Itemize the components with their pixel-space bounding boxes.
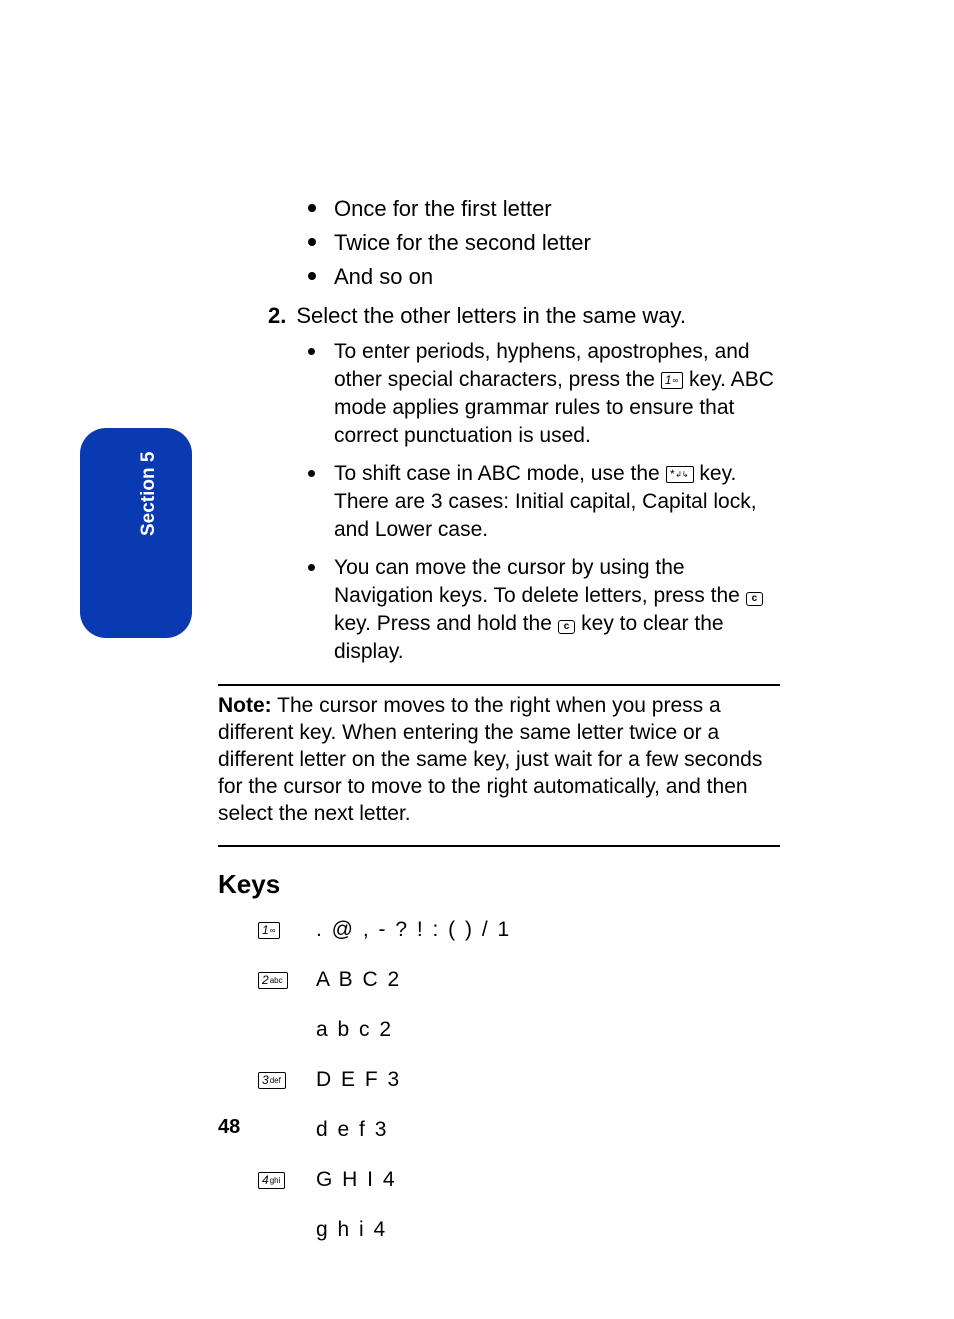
- bullet-text: Twice for the second letter: [334, 230, 591, 255]
- key-chars: g h i 4: [316, 1218, 387, 1242]
- note-block: Note: The cursor moves to the right when…: [218, 692, 780, 827]
- key-2-icon: 2abc: [258, 972, 288, 989]
- key-chars: . @ , - ? ! : ( ) / 1: [316, 918, 511, 942]
- numbered-step: 2. Select the other letters in the same w…: [268, 302, 780, 330]
- list-item: Once for the first letter: [302, 194, 780, 224]
- key-chars: a b c 2: [316, 1018, 393, 1042]
- list-item: Twice for the second letter: [302, 228, 780, 258]
- note-label: Note:: [218, 694, 272, 717]
- key-3-icon: 3def: [258, 1072, 286, 1089]
- key-c-icon: c: [746, 592, 764, 606]
- list-item: To shift case in ABC mode, use the *↲↳ k…: [302, 460, 780, 544]
- step-number: 2.: [268, 303, 286, 328]
- bullet-text: And so on: [334, 264, 433, 289]
- step-text: Select the other letters in the same way…: [296, 303, 686, 328]
- key-row: 2abc A B C 2: [258, 968, 780, 992]
- key-1-icon: 1∞: [661, 372, 683, 389]
- keys-heading: Keys: [218, 869, 780, 900]
- key-chars: G H I 4: [316, 1168, 397, 1192]
- key-star-icon: *↲↳: [666, 466, 694, 483]
- key-row: g h i 4: [258, 1218, 780, 1242]
- key-1-icon: 1∞: [258, 922, 280, 939]
- top-bullet-list: Once for the first letter Twice for the …: [302, 194, 780, 292]
- key-4-icon: 4ghi: [258, 1172, 285, 1189]
- key-row: 3def D E F 3: [258, 1068, 780, 1092]
- page-number: 48: [218, 1116, 240, 1139]
- bullet-text: Once for the first letter: [334, 196, 552, 221]
- note-text: The cursor moves to the right when you p…: [218, 694, 762, 825]
- list-item: You can move the cursor by using the Nav…: [302, 554, 780, 666]
- section-tab: [80, 428, 192, 638]
- bullet-text-mid: key. Press and hold the: [334, 612, 558, 635]
- key-row: d e f 3: [258, 1118, 780, 1142]
- list-item: To enter periods, hyphens, apostrophes, …: [302, 338, 780, 450]
- bullet-text-pre: You can move the cursor by using the Nav…: [334, 556, 746, 607]
- key-row: a b c 2: [258, 1018, 780, 1042]
- bullet-text-pre: To shift case in ABC mode, use the: [334, 462, 666, 485]
- list-item: And so on: [302, 262, 780, 292]
- key-chars: A B C 2: [316, 968, 401, 992]
- key-row: 4ghi G H I 4: [258, 1168, 780, 1192]
- keys-table: 1∞ . @ , - ? ! : ( ) / 1 2abc A B C 2 a …: [258, 918, 780, 1242]
- section-tab-label: Section 5: [138, 452, 160, 536]
- key-chars: d e f 3: [316, 1118, 388, 1142]
- key-c-icon: c: [558, 620, 576, 634]
- divider: [218, 845, 780, 847]
- divider: [218, 684, 780, 686]
- key-chars: D E F 3: [316, 1068, 401, 1092]
- sub-bullet-list: To enter periods, hyphens, apostrophes, …: [302, 338, 780, 666]
- key-row: 1∞ . @ , - ? ! : ( ) / 1: [258, 918, 780, 942]
